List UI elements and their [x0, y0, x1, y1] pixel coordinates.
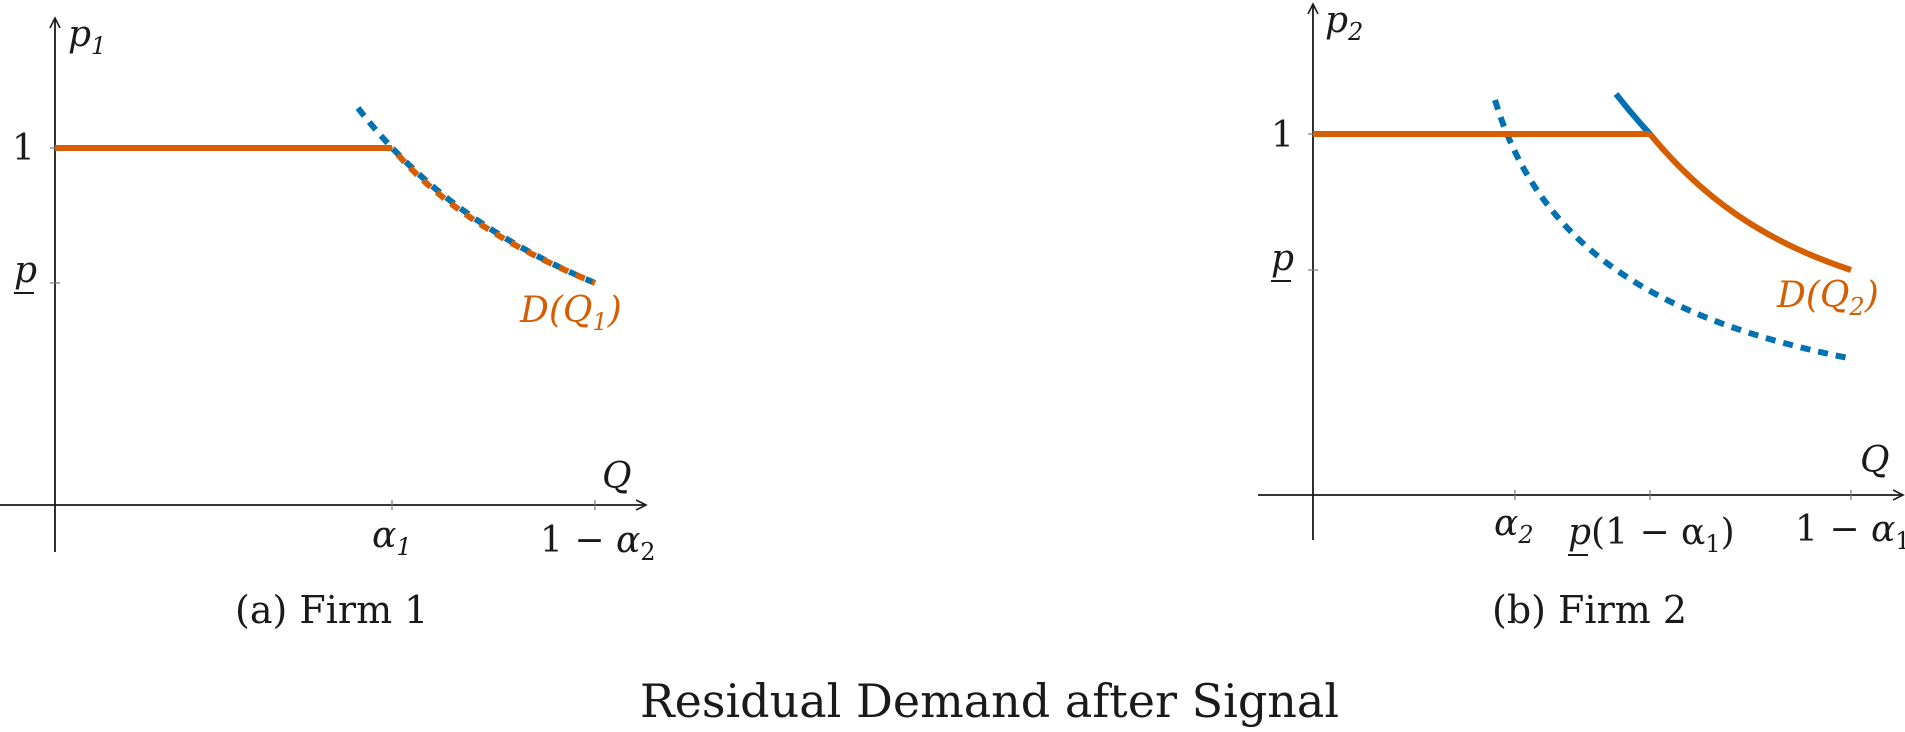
y-tick-label-p: p	[1271, 238, 1294, 279]
y-tick-label-1: 1	[1271, 115, 1294, 156]
demand-label: D(Q1)	[519, 290, 622, 336]
orange-dashed-demand-curve	[389, 146, 597, 286]
panel-firm-1: p1 1 p α1 1 − α2 Q D(Q1) (a) Firm 1	[0, 14, 656, 632]
panel-caption: (a) Firm 1	[235, 588, 428, 632]
figure-title: Residual Demand after Signal	[640, 674, 1339, 728]
blue-dashed-demand-curve	[355, 106, 597, 286]
x-tick-label-p-times-one-minus-alpha1: p(1 − α1)	[1568, 512, 1735, 558]
demand-label: D(Q2)	[1776, 275, 1879, 321]
x-tick-label-one-minus-alpha2: 1 − α2	[540, 520, 656, 566]
x-tick-label-alpha2: α2	[1494, 503, 1534, 549]
panel-firm-2: p2 1 p α2 p(1 − α1) 1 − α1 Q D(Q2) (b) F…	[1258, 0, 1905, 632]
y-axis-title: p2	[1325, 0, 1363, 46]
y-tick-label-1: 1	[12, 128, 35, 169]
orange-solid-demand-curve	[1647, 132, 1852, 273]
blue-dashed-demand-curve	[1492, 99, 1849, 361]
x-axis-title: Q	[1860, 440, 1890, 481]
x-tick-label-alpha1: α1	[372, 515, 412, 561]
y-axis-title: p1	[68, 14, 106, 60]
blue-solid-demand-segment	[1613, 92, 1653, 137]
y-tick-label-p: p	[14, 250, 37, 291]
x-tick-label-one-minus-alpha1: 1 − α1	[1795, 509, 1905, 555]
x-axis-title: Q	[602, 456, 632, 497]
panel-caption: (b) Firm 2	[1492, 588, 1687, 632]
